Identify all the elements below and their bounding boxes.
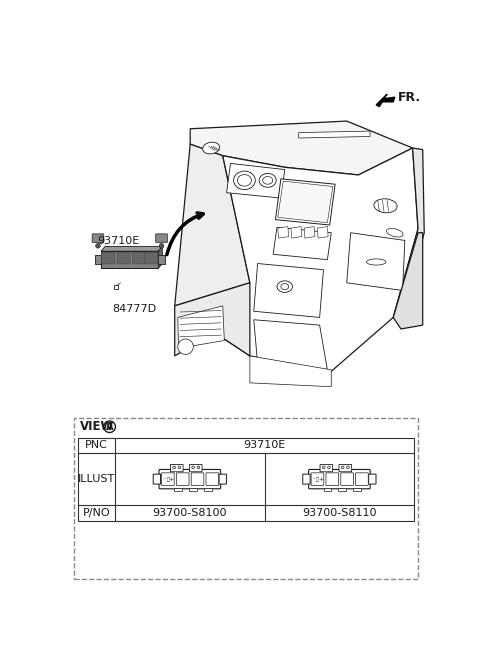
Bar <box>74 417 418 579</box>
FancyBboxPatch shape <box>190 464 202 472</box>
Polygon shape <box>101 247 162 251</box>
FancyBboxPatch shape <box>320 464 333 472</box>
FancyBboxPatch shape <box>117 253 130 264</box>
Polygon shape <box>95 255 101 264</box>
Ellipse shape <box>263 176 273 184</box>
Polygon shape <box>278 226 288 238</box>
Text: 93710E: 93710E <box>97 236 140 246</box>
Circle shape <box>323 466 325 468</box>
FancyBboxPatch shape <box>145 253 158 264</box>
Bar <box>338 487 346 491</box>
Polygon shape <box>175 144 250 306</box>
Text: -: - <box>313 477 315 482</box>
Ellipse shape <box>386 228 403 237</box>
Polygon shape <box>215 148 418 371</box>
Polygon shape <box>393 148 424 318</box>
Polygon shape <box>227 163 285 198</box>
FancyBboxPatch shape <box>156 234 168 242</box>
Text: +: + <box>318 477 323 482</box>
FancyBboxPatch shape <box>153 474 160 484</box>
Ellipse shape <box>281 283 288 290</box>
Circle shape <box>328 466 330 468</box>
Polygon shape <box>291 226 302 238</box>
Text: 93710E: 93710E <box>243 440 286 450</box>
Circle shape <box>197 466 200 468</box>
Text: FR.: FR. <box>398 91 421 104</box>
Bar <box>78 438 414 521</box>
Ellipse shape <box>367 259 386 265</box>
Circle shape <box>96 243 100 248</box>
FancyBboxPatch shape <box>339 464 352 472</box>
FancyBboxPatch shape <box>159 470 221 489</box>
Circle shape <box>178 339 193 354</box>
Circle shape <box>347 466 349 468</box>
Polygon shape <box>278 181 333 222</box>
FancyBboxPatch shape <box>309 470 370 489</box>
Polygon shape <box>254 319 327 370</box>
FancyBboxPatch shape <box>132 253 145 264</box>
Polygon shape <box>393 233 423 329</box>
FancyBboxPatch shape <box>101 253 115 264</box>
Polygon shape <box>158 255 165 264</box>
Polygon shape <box>250 356 331 387</box>
FancyBboxPatch shape <box>191 473 204 485</box>
FancyBboxPatch shape <box>170 464 183 472</box>
Bar <box>324 487 332 491</box>
FancyBboxPatch shape <box>206 473 219 485</box>
FancyBboxPatch shape <box>162 473 174 485</box>
Polygon shape <box>101 251 158 268</box>
Polygon shape <box>304 226 315 238</box>
FancyBboxPatch shape <box>369 474 376 484</box>
Text: P/NO: P/NO <box>83 508 110 518</box>
Ellipse shape <box>238 174 252 186</box>
Text: VIEW: VIEW <box>80 420 115 433</box>
Polygon shape <box>276 179 335 225</box>
Circle shape <box>173 466 176 468</box>
Circle shape <box>341 466 344 468</box>
Text: 93700-S8110: 93700-S8110 <box>302 508 377 518</box>
Ellipse shape <box>374 199 397 213</box>
FancyBboxPatch shape <box>311 473 324 485</box>
Polygon shape <box>273 228 331 260</box>
Circle shape <box>178 466 181 468</box>
Polygon shape <box>175 283 250 356</box>
Circle shape <box>159 243 164 248</box>
Ellipse shape <box>277 281 292 293</box>
Bar <box>204 487 212 491</box>
FancyBboxPatch shape <box>341 473 353 485</box>
Bar <box>174 487 182 491</box>
Polygon shape <box>190 121 413 175</box>
Text: PNC: PNC <box>85 440 108 450</box>
Bar <box>189 487 197 491</box>
Text: -: - <box>164 477 166 482</box>
Text: 84777D: 84777D <box>112 304 156 314</box>
Text: ⛈: ⛈ <box>316 477 319 482</box>
Polygon shape <box>317 226 328 238</box>
Circle shape <box>192 466 194 468</box>
FancyBboxPatch shape <box>176 473 189 485</box>
Polygon shape <box>178 306 224 348</box>
FancyBboxPatch shape <box>356 473 368 485</box>
Polygon shape <box>158 247 162 268</box>
Text: ⛈: ⛈ <box>167 477 169 482</box>
Text: A: A <box>106 422 113 432</box>
Text: ILLUST: ILLUST <box>78 474 115 484</box>
Text: 93700-S8100: 93700-S8100 <box>153 508 227 518</box>
FancyBboxPatch shape <box>219 474 227 484</box>
Ellipse shape <box>234 171 255 190</box>
Polygon shape <box>254 264 324 318</box>
Bar <box>353 487 361 491</box>
FancyBboxPatch shape <box>326 473 338 485</box>
Polygon shape <box>299 131 370 138</box>
Polygon shape <box>347 233 405 291</box>
FancyBboxPatch shape <box>303 474 310 484</box>
Ellipse shape <box>259 173 276 188</box>
Ellipse shape <box>203 142 219 154</box>
Polygon shape <box>376 94 395 106</box>
FancyBboxPatch shape <box>92 234 104 242</box>
Text: +: + <box>168 477 174 482</box>
